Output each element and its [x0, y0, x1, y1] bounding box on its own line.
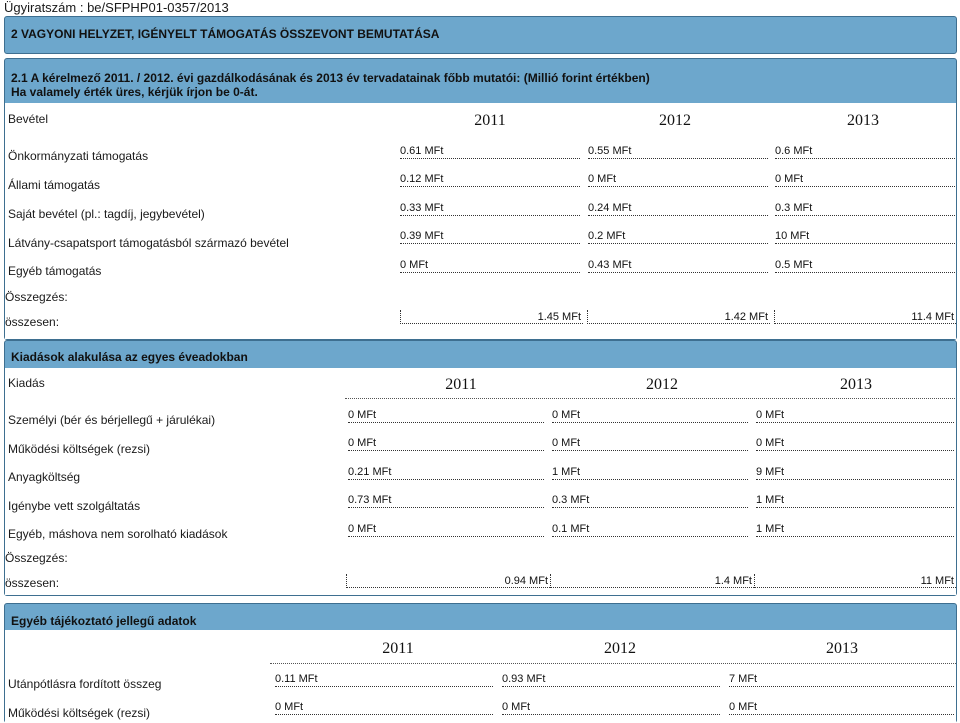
revenue-row-label: Önkormányzati támogatás — [8, 149, 149, 163]
revenue-total-2013: 11.4 MFt — [774, 310, 956, 324]
revenue-value-field[interactable]: 0.61 MFt — [400, 145, 580, 159]
other-value-field[interactable]: 0 MFt — [275, 701, 493, 715]
expense-value-field[interactable]: 9 MFt — [756, 466, 954, 480]
revenue-value-field[interactable]: 0.5 MFt — [775, 259, 955, 273]
reference-number: Ügyiratszám : be/SFPHP01-0357/2013 — [4, 0, 229, 15]
expense-row-label: Személyi (bér és bérjellegű + járulékai) — [8, 413, 216, 427]
subsection-title-line1: 2.1 A kérelmező 2011. / 2012. évi gazdál… — [11, 71, 650, 85]
expenses-header-divider — [345, 398, 955, 399]
expense-row-label: Igénybe vett szolgáltatás — [8, 499, 141, 513]
revenue-row-label: Egyéb támogatás — [8, 264, 102, 278]
revenue-value-field[interactable]: 0.39 MFt — [400, 230, 580, 244]
expense-value-field[interactable]: 0 MFt — [756, 409, 954, 423]
expenses-year-2012: 2012 — [646, 376, 678, 393]
expenses-summary-label: Összegzés: — [5, 551, 68, 565]
revenue-header: Bevétel — [8, 112, 49, 126]
revenue-value-field[interactable]: 0 MFt — [588, 173, 768, 187]
revenue-value-field[interactable]: 0.24 MFt — [588, 202, 768, 216]
expense-value-field[interactable]: 1 MFt — [756, 494, 954, 508]
revenue-total-label: összesen: — [5, 315, 60, 329]
other-year-2012: 2012 — [604, 640, 636, 657]
expense-value-field[interactable]: 0.73 MFt — [348, 494, 544, 508]
revenue-total-2012: 1.42 MFt — [587, 310, 770, 324]
expenses-total-2012: 1.4 MFt — [550, 574, 754, 588]
expense-value-field[interactable]: 0 MFt — [348, 437, 544, 451]
expense-value-field[interactable]: 0.21 MFt — [348, 466, 544, 480]
revenue-value-field[interactable]: 0.2 MFt — [588, 230, 768, 244]
revenue-year-2013: 2013 — [847, 112, 879, 129]
expense-value-field[interactable]: 1 MFt — [756, 523, 954, 537]
revenue-value-field[interactable]: 0 MFt — [775, 173, 955, 187]
other-header-divider — [270, 663, 956, 664]
expense-value-field[interactable]: 1 MFt — [552, 466, 748, 480]
expense-value-field[interactable]: 0 MFt — [348, 523, 544, 537]
expenses-header: Kiadás — [8, 376, 45, 390]
other-table — [5, 630, 956, 723]
revenue-value-field[interactable]: 0.55 MFt — [588, 145, 768, 159]
other-value-field[interactable]: 0 MFt — [502, 701, 720, 715]
other-year-2013: 2013 — [826, 640, 858, 657]
other-value-field[interactable]: 0.11 MFt — [275, 673, 493, 687]
revenue-summary-label: Összegzés: — [5, 290, 68, 304]
other-year-2011: 2011 — [382, 640, 414, 657]
expense-value-field[interactable]: 0 MFt — [552, 437, 748, 451]
revenue-value-field[interactable]: 0.43 MFt — [588, 259, 768, 273]
expense-value-field[interactable]: 0 MFt — [348, 409, 544, 423]
expenses-year-2013: 2013 — [840, 376, 872, 393]
revenue-row-label: Látvány-csapatsport támogatásból származ… — [8, 236, 289, 250]
revenue-value-field[interactable]: 10 MFt — [775, 230, 955, 244]
expense-value-field[interactable]: 0 MFt — [552, 409, 748, 423]
expenses-title: Kiadások alakulása az egyes éveadokban — [11, 350, 248, 364]
expense-row-label: Anyagköltség — [8, 470, 81, 484]
revenue-year-2011: 2011 — [474, 112, 506, 129]
other-row-label: Utánpótlásra fordított összeg — [8, 677, 162, 691]
expenses-total-2011: 0.94 MFt — [346, 574, 550, 588]
subsection-title-line2: Ha valamely érték üres, kérjük írjon be … — [11, 85, 258, 99]
expenses-year-2011: 2011 — [445, 376, 477, 393]
expenses-total-label: összesen: — [5, 576, 60, 590]
revenue-row-label: Állami támogatás — [8, 178, 101, 192]
other-value-field[interactable]: 0 MFt — [729, 701, 954, 715]
revenue-value-field[interactable]: 0.3 MFt — [775, 202, 955, 216]
expenses-total-2013: 11 MFt — [754, 574, 956, 588]
expense-value-field[interactable]: 0 MFt — [756, 437, 954, 451]
revenue-value-field[interactable]: 0 MFt — [400, 259, 580, 273]
expense-value-field[interactable]: 0.1 MFt — [552, 523, 748, 537]
revenue-value-field[interactable]: 0.12 MFt — [400, 173, 580, 187]
revenue-table — [5, 103, 956, 339]
revenue-row-label: Saját bevétel (pl.: tagdíj, jegybevétel) — [8, 207, 205, 221]
section-title: 2 VAGYONI HELYZET, IGÉNYELT TÁMOGATÁS ÖS… — [11, 27, 440, 41]
section-header: 2 VAGYONI HELYZET, IGÉNYELT TÁMOGATÁS ÖS… — [4, 16, 957, 54]
other-value-field[interactable]: 0.93 MFt — [502, 673, 720, 687]
expense-row-label: Egyéb, máshova nem sorolható kiadások — [8, 527, 228, 541]
other-value-field[interactable]: 7 MFt — [729, 673, 954, 687]
other-title: Egyéb tájékoztató jellegű adatok — [11, 614, 197, 628]
revenue-value-field[interactable]: 0.6 MFt — [775, 145, 955, 159]
revenue-value-field[interactable]: 0.33 MFt — [400, 202, 580, 216]
revenue-total-2011: 1.45 MFt — [400, 310, 583, 324]
revenue-year-2012: 2012 — [659, 112, 691, 129]
expense-value-field[interactable]: 0.3 MFt — [552, 494, 748, 508]
other-row-label: Működési költségek (rezsi) — [8, 706, 151, 720]
expenses-table — [5, 368, 956, 595]
expense-row-label: Működési költségek (rezsi) — [8, 442, 151, 456]
